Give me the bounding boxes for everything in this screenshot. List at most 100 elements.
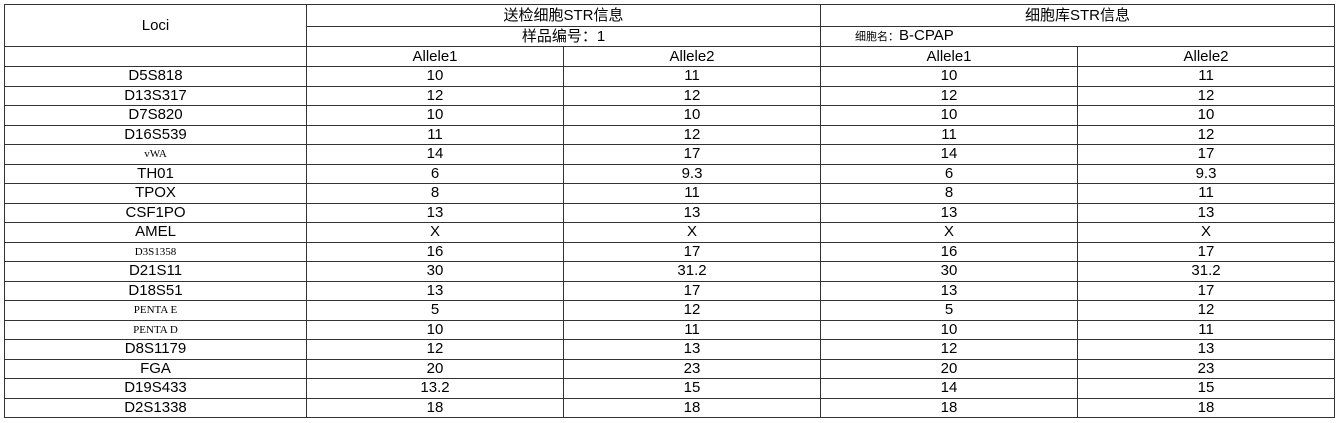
locus-cell: vWA	[4, 144, 307, 165]
locus-cell: D16S539	[4, 124, 307, 145]
str-comparison-table: Loci 送检细胞STR信息 细胞库STR信息 样品编号：1 细胞名：B-CPA…	[4, 4, 1336, 418]
table-row: TPOX 8 11 8 11	[4, 183, 1336, 204]
table-row: D13S317 12 12 12 12	[4, 85, 1336, 106]
library-allele1-cell: 6	[820, 163, 1079, 184]
locus-cell: D18S51	[4, 280, 307, 301]
library-allele2-cell: 17	[1077, 241, 1336, 262]
table-row: D8S1179 12 13 12 13	[4, 339, 1336, 360]
locus-cell: D8S1179	[4, 339, 307, 360]
table-row: CSF1PO 13 13 13 13	[4, 202, 1336, 223]
table-row: D2S1338 18 18 18 18	[4, 397, 1336, 418]
sample-allele2-cell: 31.2	[562, 261, 822, 282]
library-allele1-cell: 8	[820, 183, 1079, 204]
library-allele2-cell: 13	[1077, 202, 1336, 223]
locus-cell: D13S317	[4, 85, 307, 106]
library-allele2-cell: 10	[1077, 105, 1336, 126]
sample-allele2-cell: 17	[562, 280, 822, 301]
table-row: AMEL X X X X	[4, 222, 1336, 243]
sample-allele1-cell: 10	[306, 66, 564, 87]
library-allele2-cell: 31.2	[1077, 261, 1336, 282]
sample-allele2-cell: 17	[562, 144, 822, 165]
table-row: TH01 6 9.3 6 9.3	[4, 163, 1336, 184]
library-allele1-header: Allele1	[820, 46, 1079, 67]
sample-allele1-cell: 12	[306, 339, 564, 360]
sample-str-header: 送检细胞STR信息	[305, 4, 822, 27]
table-row: D3S1358 16 17 16 17	[4, 241, 1336, 262]
library-allele1-cell: 30	[820, 261, 1079, 282]
sample-allele2-cell: X	[562, 222, 822, 243]
library-allele2-cell: 23	[1077, 358, 1336, 379]
library-allele1-cell: 10	[820, 105, 1079, 126]
locus-cell: D7S820	[4, 105, 307, 126]
sample-allele1-cell: 12	[306, 85, 564, 106]
library-allele1-cell: 10	[820, 66, 1079, 87]
library-allele1-cell: 13	[820, 280, 1079, 301]
sample-allele1-cell: 30	[306, 261, 564, 282]
library-allele1-cell: 5	[820, 300, 1079, 321]
table-row: D21S11 30 31.2 30 31.2	[4, 261, 1336, 282]
sample-allele1-cell: 20	[306, 358, 564, 379]
library-allele2-cell: 12	[1077, 124, 1336, 145]
sample-allele2-cell: 10	[562, 105, 822, 126]
cell-name-label: 细胞名：	[855, 31, 900, 43]
sample-allele2-cell: 12	[562, 85, 822, 106]
sample-allele2-cell: 9.3	[562, 163, 822, 184]
sample-allele1-cell: 10	[306, 105, 564, 126]
locus-cell: D2S1338	[4, 397, 307, 418]
loci-header-spacer	[4, 46, 307, 67]
sample-allele2-cell: 11	[562, 183, 822, 204]
library-allele2-cell: 12	[1077, 300, 1336, 321]
sample-allele1-cell: 14	[306, 144, 564, 165]
sample-allele1-cell: X	[306, 222, 564, 243]
table-row: PENTA E 5 12 5 12	[4, 300, 1336, 321]
sample-allele1-cell: 13.2	[306, 378, 564, 399]
loci-header: Loci	[4, 4, 307, 47]
library-allele1-cell: X	[820, 222, 1079, 243]
sample-allele1-cell: 13	[306, 202, 564, 223]
locus-cell: PENTA D	[4, 319, 307, 340]
sample-allele2-cell: 15	[562, 378, 822, 399]
library-allele1-cell: 13	[820, 202, 1079, 223]
table-row: D7S820 10 10 10 10	[4, 105, 1336, 126]
library-allele2-cell: 17	[1077, 144, 1336, 165]
library-allele2-cell: X	[1077, 222, 1336, 243]
library-allele2-cell: 11	[1077, 319, 1336, 340]
table-row: D5S818 10 11 10 11	[4, 66, 1336, 87]
library-allele1-cell: 18	[820, 397, 1079, 418]
library-allele2-cell: 11	[1077, 66, 1336, 87]
library-allele1-cell: 14	[820, 378, 1079, 399]
sample-allele2-header: Allele2	[562, 46, 822, 67]
sample-allele2-cell: 11	[562, 66, 822, 87]
locus-cell: D21S11	[4, 261, 307, 282]
library-allele1-cell: 11	[820, 124, 1079, 145]
sample-allele1-cell: 10	[306, 319, 564, 340]
sample-allele2-cell: 12	[562, 300, 822, 321]
locus-cell: CSF1PO	[4, 202, 307, 223]
sample-allele1-cell: 11	[306, 124, 564, 145]
locus-cell: PENTA E	[4, 300, 307, 321]
sample-allele1-header: Allele1	[306, 46, 564, 67]
table-row: D18S51 13 17 13 17	[4, 280, 1336, 301]
library-allele2-cell: 12	[1077, 85, 1336, 106]
library-allele1-cell: 12	[820, 85, 1079, 106]
sample-id: 样品编号：1	[305, 26, 822, 47]
cell-name: 细胞名：B-CPAP	[820, 26, 1336, 47]
library-allele1-cell: 14	[820, 144, 1079, 165]
library-allele1-cell: 16	[820, 241, 1079, 262]
library-str-header: 细胞库STR信息	[820, 4, 1336, 27]
table-row: vWA 14 17 14 17	[4, 144, 1336, 165]
locus-cell: D19S433	[4, 378, 307, 399]
sample-allele1-cell: 16	[306, 241, 564, 262]
sample-allele2-cell: 12	[562, 124, 822, 145]
library-allele2-cell: 17	[1077, 280, 1336, 301]
sample-allele2-cell: 11	[562, 319, 822, 340]
library-allele2-cell: 9.3	[1077, 163, 1336, 184]
library-allele1-cell: 10	[820, 319, 1079, 340]
table-row: PENTA D 10 11 10 11	[4, 319, 1336, 340]
locus-cell: TH01	[4, 163, 307, 184]
sample-allele2-cell: 23	[562, 358, 822, 379]
sample-allele1-cell: 13	[306, 280, 564, 301]
table-row: D16S539 11 12 11 12	[4, 124, 1336, 145]
locus-cell: D3S1358	[4, 241, 307, 262]
table-row: D19S433 13.2 15 14 15	[4, 378, 1336, 399]
